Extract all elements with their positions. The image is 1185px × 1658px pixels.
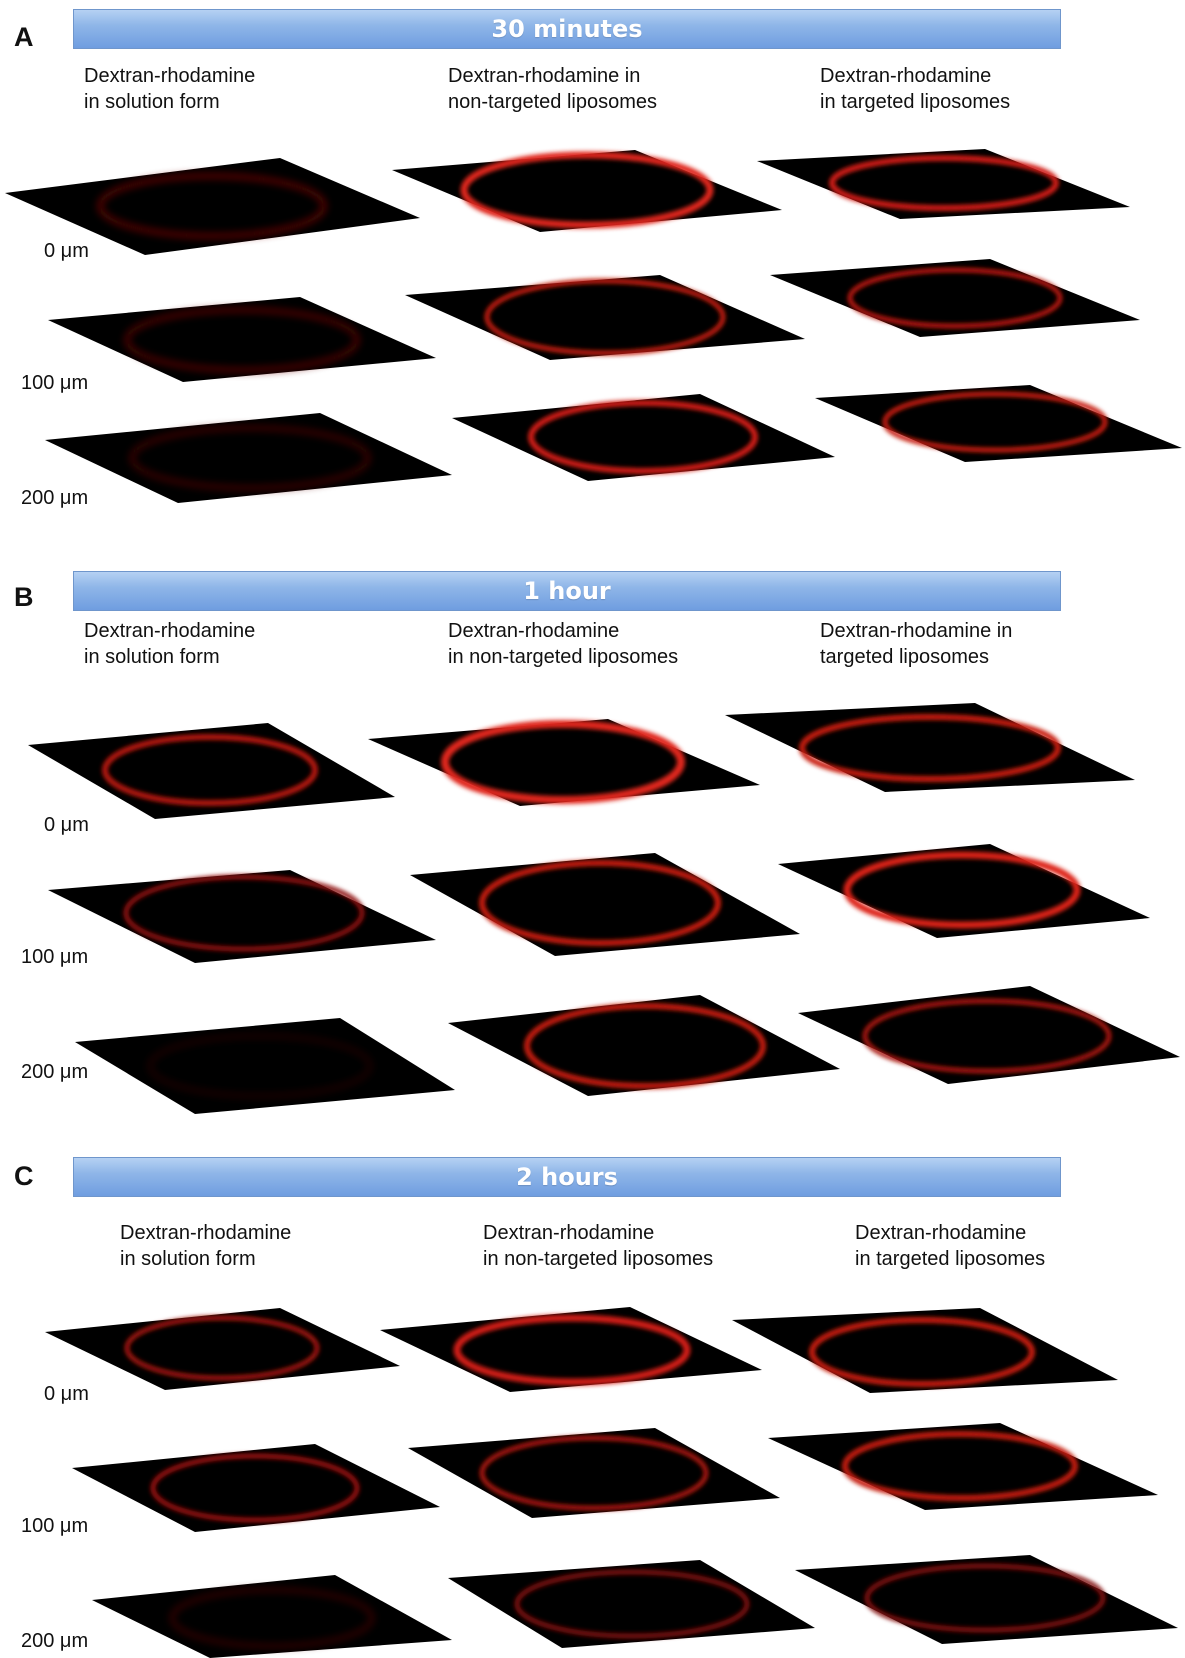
slice-a-targeted-100um [770, 259, 1140, 337]
panel-c-column-3-label: Dextran-rhodamine in targeted liposomes [855, 1222, 1046, 1270]
panel-b-column-2-label: Dextran-rhodamine in non-targeted liposo… [448, 620, 679, 668]
slice-c-solution-0um [45, 1308, 400, 1390]
panel-a-depth-200: 200 μm [21, 487, 89, 509]
slice-b-targeted-200um [798, 986, 1180, 1084]
panel-a-depth-100: 100 μm [21, 372, 89, 394]
slice-b-solution-100um [48, 870, 436, 963]
slice-c-solution-100um [72, 1444, 440, 1532]
panel-b-column-1-label: Dextran-rhodamine in solution form [84, 620, 256, 668]
panel-a-column-3-label: Dextran-rhodamine in targeted liposomes [820, 65, 1011, 113]
slice-c-nontargeted-200um [448, 1560, 815, 1648]
slice-a-nontargeted-100um [405, 275, 805, 360]
slice-c-nontargeted-100um [408, 1428, 780, 1518]
panel-b-depth-0: 0 μm [44, 814, 89, 836]
slice-a-solution-200um [45, 413, 452, 503]
panel-c-depth-100: 100 μm [21, 1515, 89, 1537]
panel-c-depth-0: 0 μm [44, 1383, 89, 1405]
panel-label-a: A [14, 22, 34, 52]
panel-b-column-3-label: Dextran-rhodamine in targeted liposomes [820, 620, 1013, 668]
panel-c-column-1-label: Dextran-rhodamine in solution form [120, 1222, 292, 1270]
slice-b-nontargeted-200um [448, 995, 840, 1096]
panel-c-column-2-label: Dextran-rhodamine in non-targeted liposo… [483, 1222, 714, 1270]
panel-c-title-banner: 2 hours [73, 1157, 1061, 1197]
slice-a-solution-0um [5, 158, 420, 255]
panel-b-title-banner: 1 hour [73, 571, 1061, 611]
slice-a-targeted-0um [757, 149, 1130, 219]
slice-a-targeted-200um [815, 385, 1182, 462]
panel-a-column-1-label: Dextran-rhodamine in solution form [84, 65, 256, 113]
panel-c-depth-200: 200 μm [21, 1630, 89, 1652]
panel-a-depth-0: 0 μm [44, 240, 89, 262]
slice-c-targeted-0um [732, 1308, 1118, 1393]
slice-b-nontargeted-0um [368, 719, 760, 806]
slice-a-nontargeted-200um [452, 394, 835, 481]
panel-b-depth-100: 100 μm [21, 946, 89, 968]
panel-a-title-banner: 30 minutes [73, 9, 1061, 49]
panel-b-depth-200: 200 μm [21, 1061, 89, 1083]
slice-b-nontargeted-100um [410, 853, 800, 956]
slice-b-targeted-0um [725, 703, 1135, 792]
slice-b-solution-0um [28, 723, 395, 819]
slice-c-nontargeted-0um [380, 1307, 762, 1392]
panel-label-b: B [14, 582, 34, 612]
slice-c-targeted-200um [795, 1555, 1178, 1644]
panel-a-column-2-label: Dextran-rhodamine in non-targeted liposo… [448, 65, 658, 113]
panel-label-c: C [14, 1161, 34, 1191]
slice-a-solution-100um [48, 297, 436, 382]
slice-b-solution-200um [75, 1018, 455, 1114]
slice-b-targeted-100um [778, 844, 1150, 938]
slice-c-solution-200um [92, 1575, 452, 1658]
slice-a-nontargeted-0um [392, 150, 782, 232]
slice-c-targeted-100um [768, 1423, 1158, 1510]
